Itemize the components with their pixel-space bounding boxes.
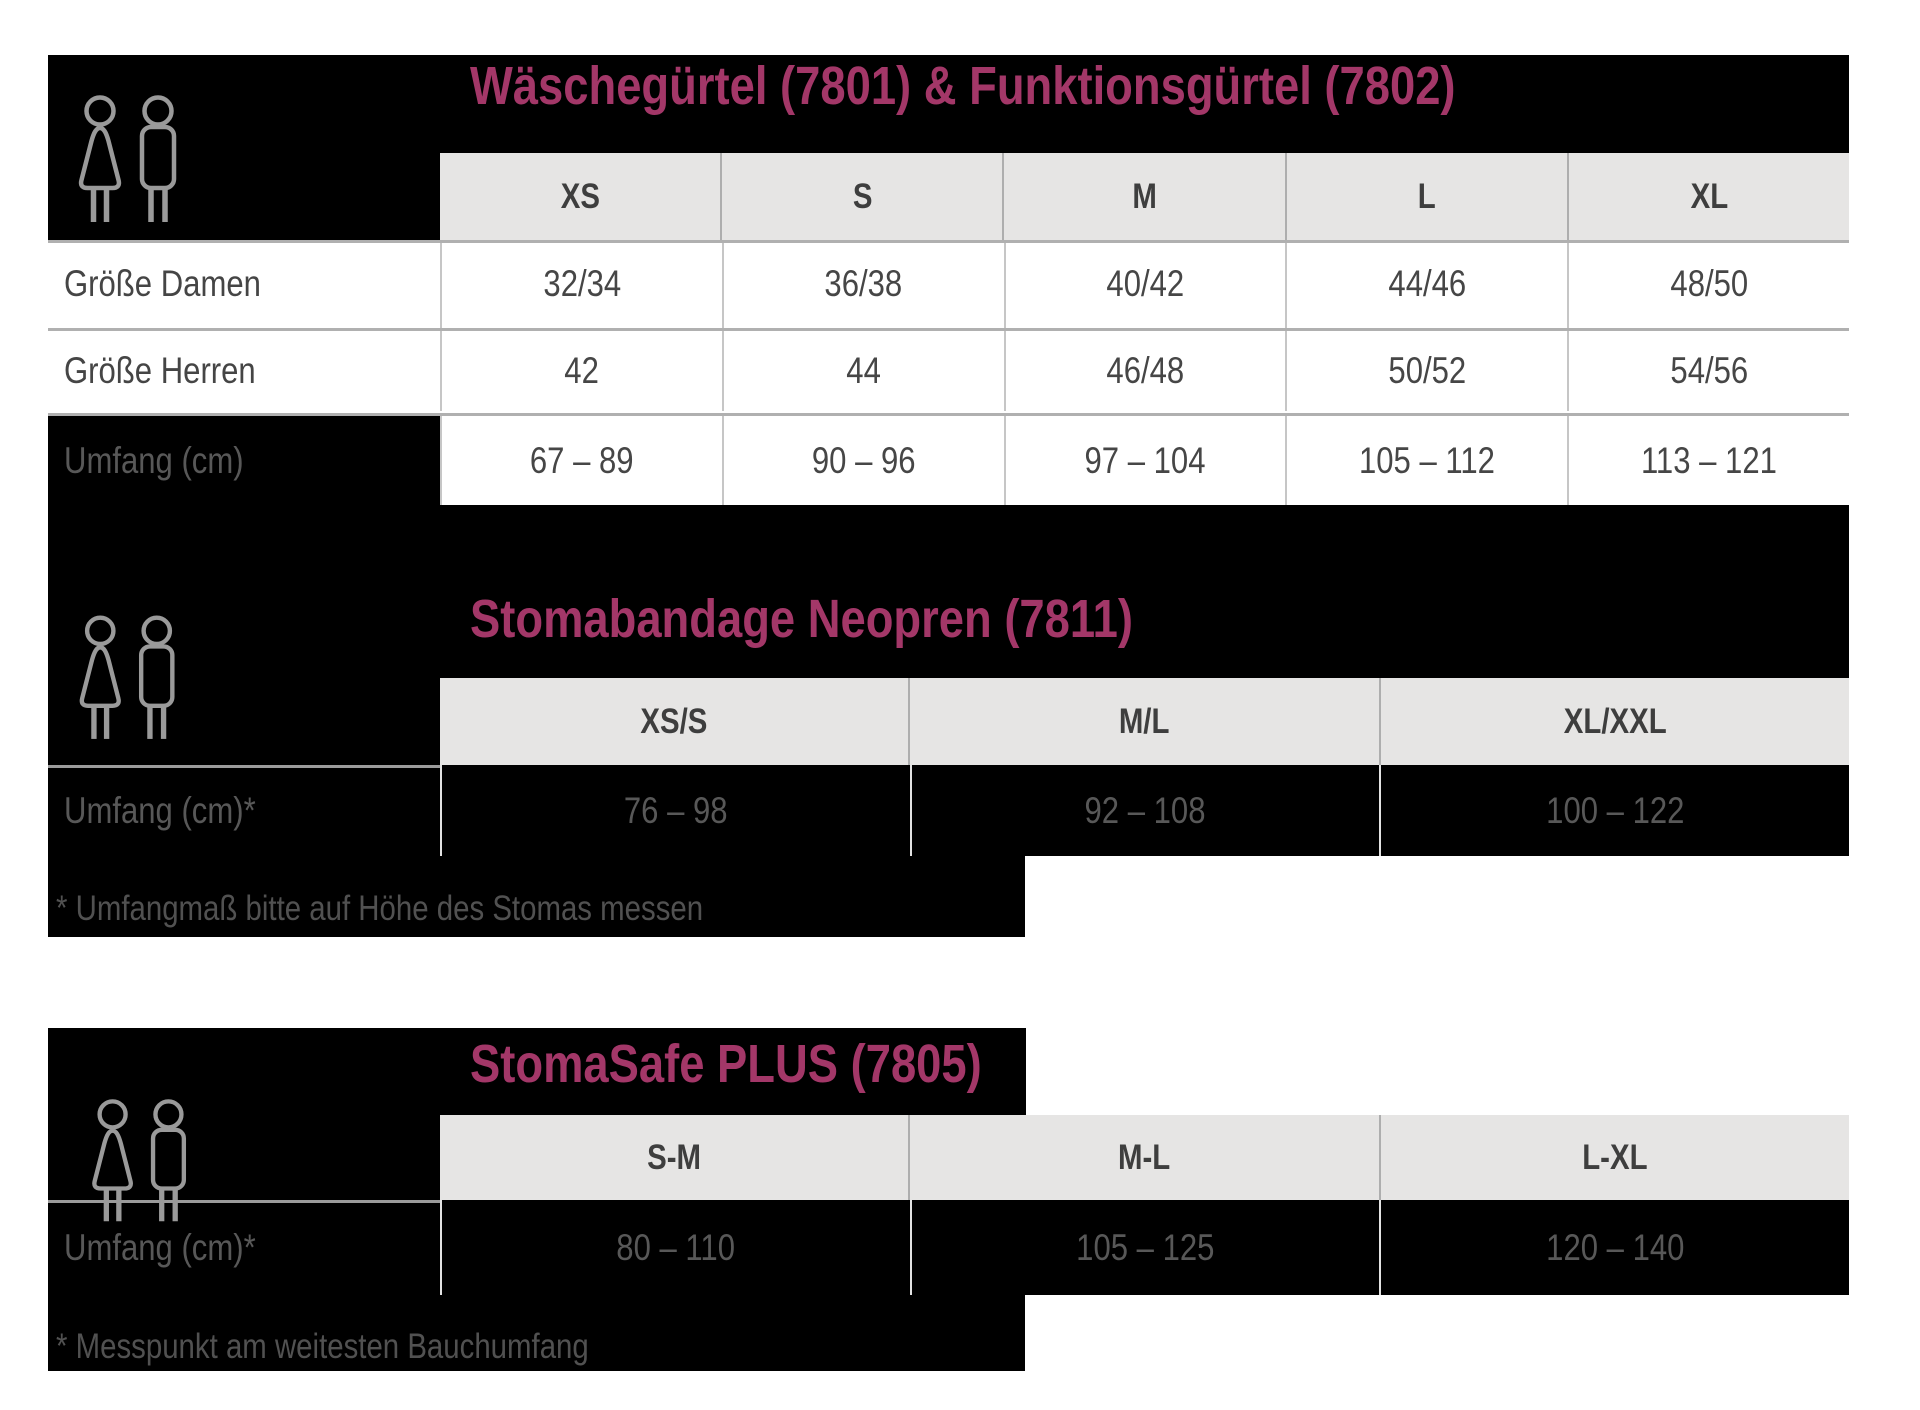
section1-title-banner [48,55,1849,153]
size-value-cell: 48/50 [1567,240,1849,328]
size-value-cell: 120 – 140 [1379,1200,1850,1295]
size-value-cell: 105 – 125 [909,1200,1380,1295]
size-value-cell: 76 – 98 [440,765,910,856]
size-value-cell: 92 – 108 [909,765,1380,856]
size-value-cell: 44 [721,331,1004,411]
size-column-header: L-XL [1378,1115,1849,1200]
size-value-cell: 113 – 121 [1567,416,1849,505]
section1-title: Wäschegürtel (7801) & Funktionsgürtel (7… [470,56,1456,116]
section2-footnote-box: * Umfangmaß bitte auf Höhe des Stomas me… [48,856,1025,937]
size-value-cell: 46/48 [1003,331,1286,411]
size-value-cell: 80 – 110 [440,1200,910,1295]
size-column-header: M/L [908,678,1379,765]
woman-and-man-figure-icons [73,614,185,746]
section3-title: StomaSafe PLUS (7805) [470,1034,982,1094]
footnote: * Umfangmaß bitte auf Höhe des Stomas me… [56,888,704,928]
size-value-cell: 97 – 104 [1003,416,1286,505]
size-column-header: XS [440,153,721,240]
row-divider [48,240,1849,243]
section1-size-header-row: XS S M L XL [440,153,1850,240]
section3-size-header-row: S-M M-L L-XL [440,1115,1849,1200]
table-row-umfang-cm: Umfang (cm) 67 – 89 90 – 96 97 – 104 105… [48,416,1849,505]
size-column-header: M [1002,153,1285,240]
size-column-header: M-L [908,1115,1379,1200]
size-value-cell: 54/56 [1567,331,1849,411]
size-value-cell: 36/38 [721,240,1004,328]
section2-size-header-row: XS/S M/L XL/XXL [440,678,1849,765]
table-row-umfang-cm: Umfang (cm)* 76 – 98 92 – 108 100 – 122 [48,765,1850,856]
size-value-cell: 40/42 [1003,240,1286,328]
size-value-cell: 42 [440,331,722,411]
size-column-header: L [1284,153,1567,240]
size-value-cell: 44/46 [1285,240,1568,328]
size-value-cell: 50/52 [1285,331,1568,411]
woman-figure-icon [94,1101,183,1221]
woman-and-man-figure-icons [72,94,187,229]
size-column-header: XS/S [440,678,909,765]
size-value-cell: 105 – 112 [1285,416,1568,505]
woman-figure-icon [81,98,174,223]
row-label: Umfang (cm)* [48,1200,440,1295]
size-value-cell: 32/34 [440,240,722,328]
size-column-header: XL/XXL [1378,678,1849,765]
table-row-groesse-herren: Größe Herren 42 44 46/48 50/52 54/56 [48,331,1849,411]
row-label: Umfang (cm) [48,416,440,505]
section3-title-banner [48,1028,1026,1115]
size-value-cell: 67 – 89 [440,416,722,505]
row-label: Größe Damen [64,263,261,304]
table-row-groesse-damen: Größe Damen 32/34 36/38 40/42 44/46 48/5… [48,240,1849,328]
footnote: * Messpunkt am weitesten Bauchumfang [56,1327,589,1366]
size-column-header: S [720,153,1003,240]
section2-title: Stomabandage Neopren (7811) [470,589,1133,649]
row-label: Größe Herren [64,350,256,391]
section2-icon-panel [48,678,440,765]
man-figure-icon [82,618,173,739]
row-divider [48,413,1849,416]
table-row-umfang-cm: Umfang (cm)* 80 – 110 105 – 125 120 – 14… [48,1200,1850,1295]
size-value-cell: 100 – 122 [1379,765,1850,856]
row-divider [48,1200,440,1203]
size-column-header: S-M [440,1115,909,1200]
section2-title-banner [48,505,1849,678]
row-divider [48,328,1849,331]
size-value-cell: 90 – 96 [721,416,1004,505]
size-column-header: XL [1566,153,1850,240]
row-label: Umfang (cm)* [48,765,440,856]
woman-and-man-figure-icons [82,1098,200,1228]
row-divider [48,765,440,768]
section3-footnote-box: * Messpunkt am weitesten Bauchumfang [48,1295,1025,1371]
